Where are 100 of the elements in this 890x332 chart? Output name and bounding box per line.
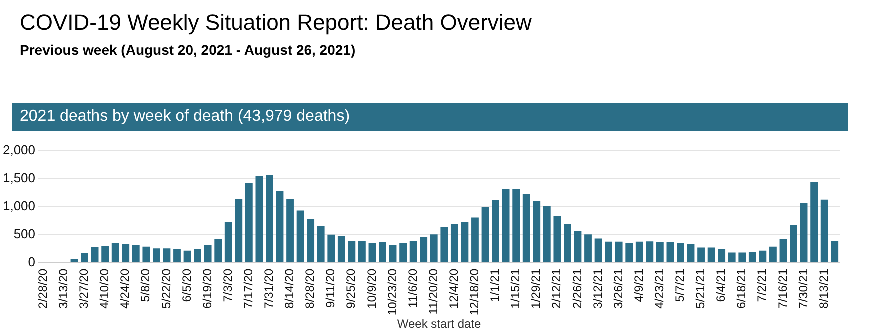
bar (718, 249, 726, 262)
x-tick-label: 6/5/20 (180, 268, 194, 302)
bar (698, 248, 705, 262)
bar (790, 225, 798, 262)
x-tick-label: 8/28/20 (303, 268, 318, 309)
x-tick-label: 2/26/21 (570, 268, 584, 309)
bar (461, 222, 469, 262)
bar (574, 231, 582, 262)
y-tick-label: 500 (14, 226, 36, 242)
x-tick-label: 7/16/21 (776, 268, 790, 309)
bar (687, 244, 695, 262)
x-tick-label: 7/2/21 (755, 268, 770, 302)
bar (626, 244, 634, 262)
x-tick-label: 3/13/20 (56, 268, 71, 309)
bar (543, 206, 551, 262)
x-tick-label: 4/23/21 (652, 268, 666, 309)
x-tick-label: 5/22/20 (159, 268, 174, 309)
bar (81, 253, 88, 262)
bar (522, 194, 530, 262)
bar (379, 242, 386, 262)
bar (800, 203, 808, 262)
bar (533, 201, 541, 262)
x-tick-label: 4/10/20 (98, 268, 112, 309)
y-tick-label: 1,000 (2, 198, 36, 214)
x-tick-label: 1/29/21 (529, 268, 544, 309)
bar (605, 242, 613, 262)
x-tick-label: 5/7/21 (673, 268, 688, 302)
bar (348, 241, 356, 262)
bar (646, 242, 654, 262)
x-tick-label: 5/8/20 (138, 268, 153, 302)
bar (256, 176, 264, 262)
bar (235, 199, 243, 262)
bar (245, 183, 253, 262)
bar (410, 241, 418, 262)
bar (307, 219, 315, 262)
x-tick-label: 12/4/20 (446, 268, 461, 309)
bar (666, 242, 674, 262)
bar (450, 224, 458, 262)
bar (153, 248, 160, 262)
bar (112, 243, 120, 262)
bar (132, 244, 140, 262)
y-tick-label: 1,500 (2, 170, 36, 186)
y-tick-label: 2,000 (2, 142, 36, 158)
x-tick-label: 7/30/21 (796, 268, 810, 309)
x-tick-label: 11/20/20 (426, 268, 440, 315)
bar (820, 200, 828, 262)
bar (91, 247, 99, 262)
x-tick-label: 6/19/20 (200, 268, 214, 309)
x-tick-label: 10/23/20 (385, 268, 400, 316)
y-tick-label: 0 (28, 254, 36, 270)
x-tick-label: 2/12/21 (550, 268, 564, 309)
x-axis-title: Week start date (397, 317, 482, 332)
bar (174, 249, 181, 262)
bar (266, 175, 274, 262)
x-tick-label: 12/18/20 (468, 268, 482, 316)
bar (492, 200, 500, 262)
bar (420, 237, 428, 262)
bar (738, 252, 746, 262)
bar (142, 246, 150, 262)
x-tick-label: 2/28/20 (36, 268, 50, 309)
bar (338, 236, 346, 262)
x-tick-label: 7/31/20 (262, 268, 276, 309)
bar (810, 182, 818, 262)
bar (224, 222, 232, 262)
bar (472, 218, 479, 262)
bar (564, 224, 572, 262)
bar (554, 216, 562, 262)
bar (194, 249, 202, 262)
bar (102, 246, 110, 262)
x-tick-label: 9/25/20 (344, 268, 358, 309)
bar (440, 227, 448, 262)
bar (317, 226, 325, 262)
bar (584, 234, 592, 262)
bar (296, 210, 304, 262)
x-tick-label: 1/1/21 (488, 268, 502, 302)
bar (368, 244, 376, 262)
bar (204, 245, 212, 262)
bar (759, 250, 767, 262)
bar (70, 259, 78, 262)
bar (389, 244, 397, 262)
bar (184, 250, 192, 262)
bar (286, 199, 294, 262)
x-tick-label: 7/3/20 (220, 268, 235, 302)
bar (708, 248, 716, 262)
text: 2021 deaths by week of death (43,979 deaths) (12, 103, 848, 131)
bar (656, 242, 664, 262)
bar (358, 241, 366, 262)
x-tick-label: 9/11/20 (324, 268, 338, 308)
bar (677, 243, 684, 262)
x-tick-label: 8/14/20 (282, 268, 297, 309)
bar (276, 191, 284, 262)
bar (122, 244, 130, 262)
x-tick-label: 6/4/21 (714, 268, 728, 302)
bar (594, 238, 602, 262)
bar (615, 242, 623, 262)
bar (636, 242, 644, 262)
bar (214, 239, 222, 262)
bar (400, 244, 407, 262)
bar (430, 234, 438, 262)
x-tick-label: 3/12/21 (590, 268, 605, 309)
